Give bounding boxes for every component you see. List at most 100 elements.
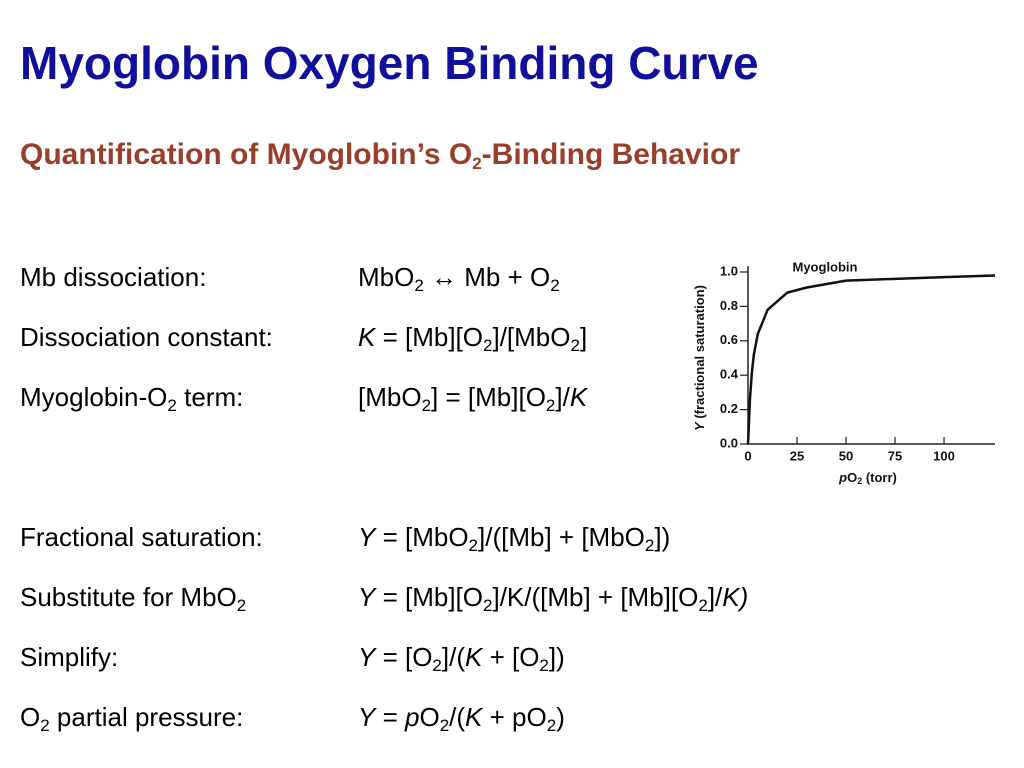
t: = [O xyxy=(375,642,433,672)
t: K) xyxy=(722,582,749,612)
y-tick-label: 1.0 xyxy=(720,263,738,278)
t: O xyxy=(419,702,440,732)
t: MbO xyxy=(358,262,415,292)
label: Fractional saturation: xyxy=(20,522,263,552)
t: Y xyxy=(358,522,376,552)
y-tick-label: 0.2 xyxy=(720,401,738,416)
text: Quantification of Myoglobin’s O xyxy=(20,138,473,171)
row: Myoglobin-O2 term: [MbO2] = [Mb][O2]/K xyxy=(20,382,587,415)
row: O2 partial pressure: Y = pO2/(K + pO2) xyxy=(20,702,565,735)
y-tick-label: 0.6 xyxy=(720,332,738,347)
t: ) xyxy=(556,702,565,732)
t: ]/K/([Mb] + [Mb][O xyxy=(492,582,699,612)
t: ]) xyxy=(654,522,671,552)
label: Substitute for MbO xyxy=(20,582,237,612)
row: Simplify: Y = [O2]/(K + [O2]) xyxy=(20,642,565,674)
label: partial pressure: xyxy=(49,702,244,732)
sub: 2 xyxy=(546,716,557,735)
t: ]/[MbO xyxy=(492,322,571,352)
row: Dissociation constant: K = [Mb][O2]/[MbO2… xyxy=(20,322,587,354)
x-tick-label: 25 xyxy=(790,448,804,463)
t: K xyxy=(358,322,376,352)
sub: 2 xyxy=(698,596,708,615)
sub: 2 xyxy=(550,276,560,295)
x-tick-label: 50 xyxy=(839,448,853,463)
t: = [Mb][O xyxy=(375,322,483,352)
y-axis-label: Y (fractional saturation) xyxy=(692,285,707,431)
sub: 2 xyxy=(167,396,177,415)
t: ↔ Mb + O xyxy=(423,262,551,292)
row: Mb dissociation: MbO2 ↔ Mb + O2 xyxy=(20,262,560,294)
formula: Y = [Mb][O2]/K/([Mb] + [Mb][O2]/K) xyxy=(358,582,749,615)
sub: 2 xyxy=(414,276,424,295)
sub: 2 xyxy=(421,396,432,415)
y-tick-label: 0.8 xyxy=(720,298,738,313)
t: K xyxy=(465,702,483,732)
x-tick-label: 0 xyxy=(744,448,751,463)
formula: [MbO2] = [Mb][O2]/K xyxy=(358,382,588,415)
subscript: 2 xyxy=(472,154,482,173)
t: K xyxy=(465,642,483,672)
t: + pO xyxy=(482,702,547,732)
t: = [Mb][O xyxy=(375,582,483,612)
x-tick-label: 100 xyxy=(933,448,955,463)
label: Dissociation constant: xyxy=(20,322,273,352)
t: p xyxy=(404,702,420,732)
t: p xyxy=(838,470,847,485)
sub: 2 xyxy=(40,716,50,735)
x-tick-label: 75 xyxy=(888,448,902,463)
sub: 2 xyxy=(432,656,442,675)
x-axis-label: pO2 (torr) xyxy=(838,470,897,486)
formula: Y = [O2]/(K + [O2]) xyxy=(358,642,565,675)
curve xyxy=(746,274,996,445)
sub: 2 xyxy=(545,396,556,415)
t: + [O xyxy=(482,642,540,672)
t: /( xyxy=(449,702,466,732)
t: [MbO xyxy=(358,382,422,412)
t: ] = [Mb][O xyxy=(431,382,546,412)
t: K xyxy=(569,382,588,412)
t: 2 xyxy=(857,476,862,486)
row: Fractional saturation: Y = [MbO2]/([Mb] +… xyxy=(20,522,670,554)
label: Myoglobin-O xyxy=(20,382,168,412)
t: ]/ xyxy=(707,582,723,612)
t: Y xyxy=(358,582,376,612)
sub: 2 xyxy=(644,536,655,555)
sub: 2 xyxy=(236,596,247,615)
t: (fractional saturation) xyxy=(692,285,707,422)
t: Y xyxy=(358,702,376,732)
subtitle: Quantification of Myoglobin’s O2-Binding… xyxy=(20,138,740,172)
sub: 2 xyxy=(483,596,493,615)
series-label: Myoglobin xyxy=(793,259,858,274)
t: Y xyxy=(358,642,376,672)
sub: 2 xyxy=(570,336,580,355)
label: Mb dissociation: xyxy=(20,262,207,292)
t: (torr) xyxy=(862,470,897,485)
formula: Y = [MbO2]/([Mb] + [MbO2]) xyxy=(358,522,671,555)
label: O xyxy=(20,702,41,732)
y-tick-label: 0.0 xyxy=(720,435,738,450)
t: ]/ xyxy=(555,382,570,412)
t: O xyxy=(847,470,857,485)
sub: 2 xyxy=(468,536,479,555)
title: Myoglobin Oxygen Binding Curve xyxy=(20,37,759,89)
formula: MbO2 ↔ Mb + O2 xyxy=(358,262,560,295)
sub: 2 xyxy=(483,336,493,355)
y-tick-label: 0.4 xyxy=(720,367,739,382)
t: ]/([Mb] + [MbO xyxy=(478,522,645,552)
t: ]/( xyxy=(441,642,465,672)
formula: K = [Mb][O2]/[MbO2] xyxy=(358,322,588,355)
sub: 2 xyxy=(439,716,450,735)
label: Simplify: xyxy=(20,642,119,672)
t: = [MbO xyxy=(375,522,469,552)
t: ] xyxy=(579,322,588,352)
text: -Binding Behavior xyxy=(481,138,741,171)
formula: Y = pO2/(K + pO2) xyxy=(358,702,565,735)
sub: 2 xyxy=(539,656,549,675)
row: Substitute for MbO2 Y = [Mb][O2]/K/([Mb] … xyxy=(20,582,748,615)
t: = xyxy=(375,702,405,732)
label: term: xyxy=(176,382,244,412)
t: Y xyxy=(692,421,707,431)
